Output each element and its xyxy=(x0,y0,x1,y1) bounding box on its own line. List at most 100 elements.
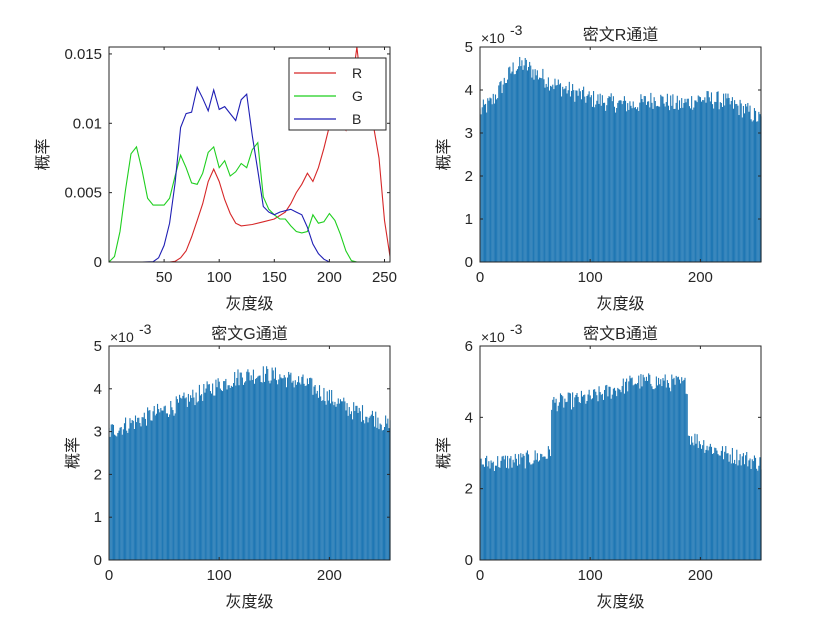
bar xyxy=(276,380,278,560)
bar xyxy=(608,386,610,560)
bar xyxy=(583,395,585,560)
bar xyxy=(618,100,620,262)
bar xyxy=(655,106,657,262)
bar xyxy=(577,95,579,262)
bar xyxy=(694,433,696,560)
bar xyxy=(610,398,612,560)
bar xyxy=(568,81,570,262)
bar xyxy=(263,381,265,560)
bar xyxy=(706,445,708,560)
bar xyxy=(745,455,747,560)
bar xyxy=(613,387,616,560)
bar xyxy=(302,374,304,560)
bar xyxy=(707,91,709,262)
bar xyxy=(647,101,649,262)
bar xyxy=(535,75,537,262)
bar xyxy=(493,470,495,560)
chart-title: 密文B通道 xyxy=(583,325,658,343)
bar xyxy=(130,423,132,560)
bar xyxy=(358,407,360,560)
bar xyxy=(718,109,720,262)
x-tick-label: 100 xyxy=(578,567,603,584)
bar xyxy=(321,401,323,560)
bar xyxy=(284,377,286,560)
x-tick-label: 200 xyxy=(688,567,713,584)
axes-box xyxy=(479,46,762,263)
bar xyxy=(642,102,644,262)
bar xyxy=(682,107,684,262)
bar xyxy=(253,383,256,560)
bar xyxy=(693,107,695,262)
bar xyxy=(641,386,643,560)
bar xyxy=(739,454,741,560)
bar xyxy=(536,70,538,262)
bar xyxy=(624,381,627,560)
bar xyxy=(504,83,506,262)
bar xyxy=(596,100,598,263)
bar xyxy=(637,383,639,560)
y-tick-label: 4 xyxy=(465,409,473,426)
bar xyxy=(161,410,163,560)
bar xyxy=(667,382,670,560)
bar xyxy=(162,410,164,560)
bar xyxy=(740,465,742,560)
bar xyxy=(642,374,644,560)
bar xyxy=(716,450,718,560)
bar xyxy=(201,394,203,560)
bar xyxy=(512,62,514,263)
bar xyxy=(554,402,556,560)
bar xyxy=(493,103,495,262)
bar xyxy=(559,83,562,262)
bar xyxy=(649,107,651,262)
bar xyxy=(192,389,194,560)
bar xyxy=(514,74,516,262)
bar xyxy=(628,381,630,560)
bar xyxy=(186,406,188,560)
bar xyxy=(510,456,512,560)
bar xyxy=(369,416,371,560)
marks-hist-r xyxy=(479,56,762,263)
bar xyxy=(561,96,563,263)
bar xyxy=(630,105,632,262)
bar xyxy=(133,429,135,560)
x-tick-label: 0 xyxy=(105,567,113,584)
bar xyxy=(196,402,198,560)
bar xyxy=(586,401,588,560)
bar xyxy=(650,383,652,560)
bar xyxy=(723,459,725,560)
bar xyxy=(669,110,671,262)
bar xyxy=(305,385,307,560)
bar xyxy=(734,100,736,263)
bar xyxy=(500,460,502,560)
bar xyxy=(483,466,486,560)
bar xyxy=(741,456,743,560)
bar xyxy=(628,109,630,262)
bar xyxy=(734,459,736,560)
bar xyxy=(743,113,746,262)
bar xyxy=(750,468,752,560)
bar xyxy=(347,415,349,560)
y-tick-label: 2 xyxy=(465,481,473,498)
bar xyxy=(556,84,558,262)
bar xyxy=(650,92,652,262)
bar xyxy=(738,460,740,560)
bar xyxy=(572,84,574,262)
bar xyxy=(573,90,575,262)
bar xyxy=(525,452,527,560)
bar xyxy=(529,462,531,560)
bar xyxy=(570,409,573,560)
bar xyxy=(134,415,137,560)
bar xyxy=(564,398,566,560)
bar xyxy=(588,389,590,560)
bar xyxy=(255,378,257,560)
bar xyxy=(529,61,531,262)
bar xyxy=(503,459,505,560)
x-tick-label: 50 xyxy=(156,269,173,286)
bar xyxy=(498,467,500,560)
bar xyxy=(367,422,369,560)
bar xyxy=(364,423,366,560)
bar xyxy=(141,417,143,560)
bar xyxy=(556,411,558,560)
bar xyxy=(645,104,647,262)
x-tick-label: 100 xyxy=(578,269,603,286)
